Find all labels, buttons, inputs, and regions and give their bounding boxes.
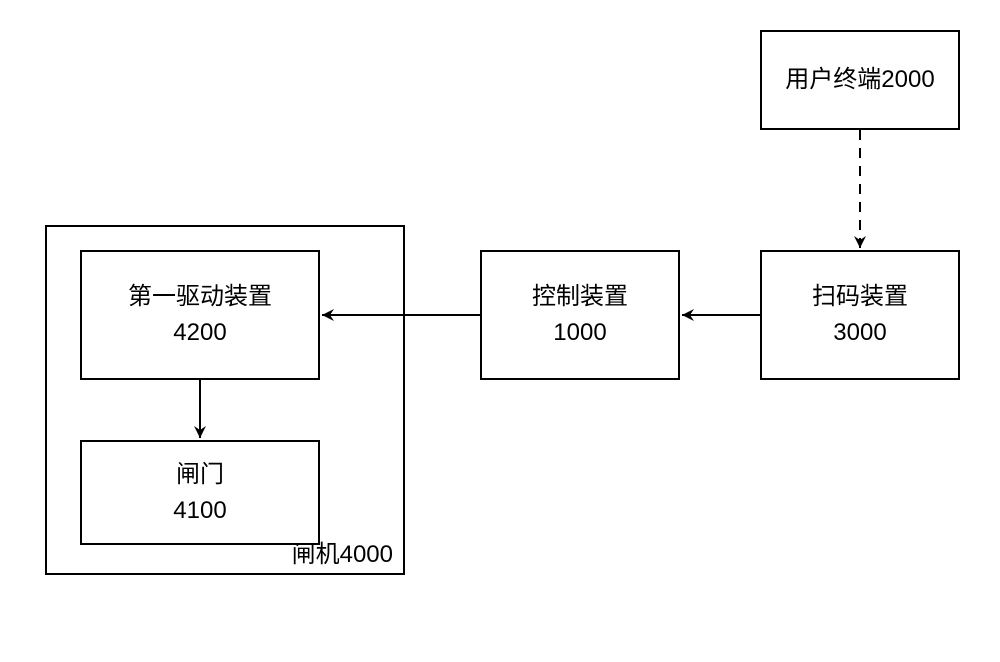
first-drive-label: 第一驱动装置 (128, 280, 272, 314)
gate-label: 闸门 (176, 458, 224, 492)
user-terminal-label: 用户终端2000 (785, 63, 934, 97)
control-device-id: 1000 (553, 316, 606, 350)
control-device-node: 控制装置 1000 (480, 250, 680, 380)
user-terminal-node: 用户终端2000 (760, 30, 960, 130)
scan-device-id: 3000 (833, 316, 886, 350)
first-drive-id: 4200 (173, 316, 226, 350)
control-device-label: 控制装置 (532, 280, 628, 314)
gate-node: 闸门 4100 (80, 440, 320, 545)
scan-device-node: 扫码装置 3000 (760, 250, 960, 380)
first-drive-node: 第一驱动装置 4200 (80, 250, 320, 380)
gate-id: 4100 (173, 494, 226, 528)
scan-device-label: 扫码装置 (812, 280, 908, 314)
